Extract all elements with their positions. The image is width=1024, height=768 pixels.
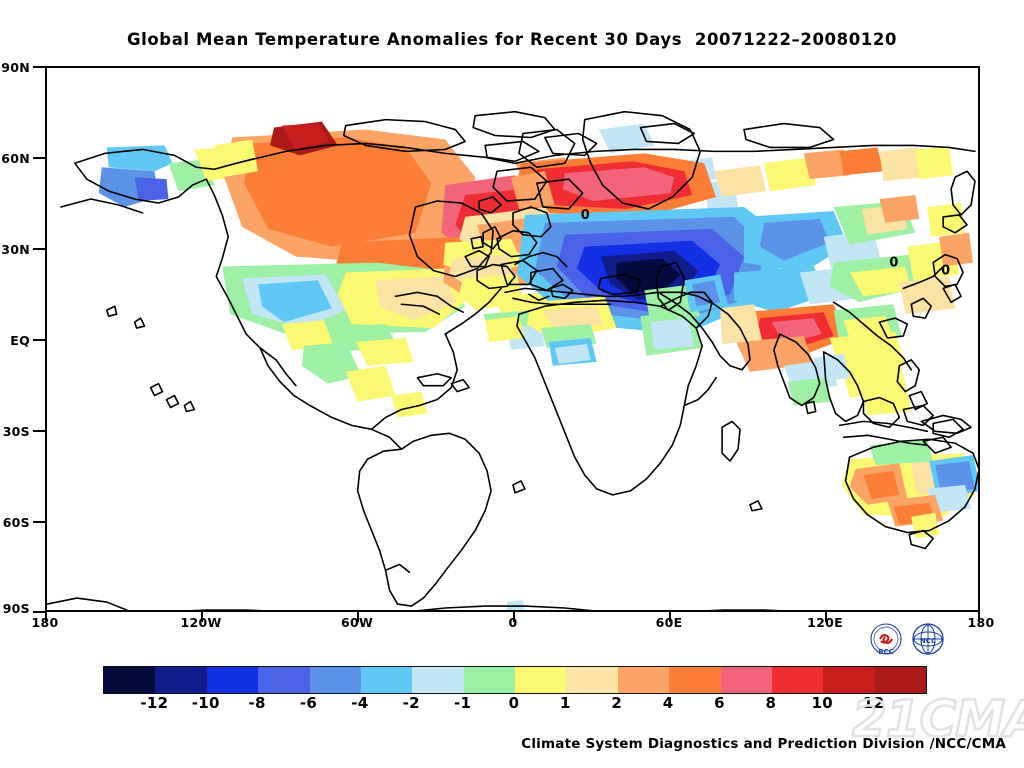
svg-text:0: 0 <box>889 256 898 271</box>
ncc-logo: NCC <box>912 623 944 655</box>
colorbar-segment-1 <box>155 667 207 693</box>
colorbar-tick-1: 1 <box>560 694 571 712</box>
shading-antarctic-speck <box>507 600 525 610</box>
world-anomaly-map: 0 0 0 <box>47 68 978 610</box>
y-tick-60n <box>33 157 45 159</box>
colorbar-segment-11 <box>669 667 721 693</box>
coastlines <box>47 110 978 610</box>
y-tick-90n <box>33 66 45 68</box>
colorbar-tick-2: 2 <box>611 694 623 712</box>
y-tick-90s <box>33 611 45 613</box>
shading-north-africa <box>485 274 729 366</box>
x-label-180e: 180 <box>967 615 995 630</box>
colorbar-segment-6 <box>412 667 464 693</box>
ncc-logo-label: NCC <box>920 637 936 645</box>
footer-credit: Climate System Diagnostics and Predictio… <box>521 736 1006 752</box>
colorbar-tick-12: 12 <box>862 694 885 712</box>
colorbar-segment-5 <box>360 667 413 693</box>
y-label-90s: 90S <box>2 601 30 616</box>
colorbar-segment-15 <box>874 667 926 693</box>
x-label-0: 0 <box>508 615 518 630</box>
colorbar-tick-0: 0 <box>508 694 520 712</box>
shading-mexico <box>301 341 428 418</box>
y-label-30n: 30N <box>1 242 30 257</box>
y-label-60s: 60S <box>2 515 30 530</box>
colorbar-segment-14 <box>823 667 875 693</box>
y-tick-60s <box>33 521 45 523</box>
colorbar-segment-2 <box>206 667 259 693</box>
y-label-eq: EQ <box>10 333 30 348</box>
colorbar-segment-12 <box>720 667 772 693</box>
shading-east-asia <box>829 195 974 315</box>
colorbar-segment-9 <box>566 667 618 693</box>
colorbar-segment-7 <box>463 667 515 693</box>
zero-contour-labels: 0 0 0 <box>581 208 950 279</box>
y-tick-30n <box>33 248 45 250</box>
bcc-logo-label: BCC <box>878 648 894 656</box>
y-label-90n: 90N <box>1 60 30 75</box>
x-tick-60e <box>669 612 671 622</box>
x-label-60e: 60E <box>655 615 683 630</box>
y-label-30s: 30S <box>2 424 30 439</box>
colorbar-segment-8 <box>515 667 567 693</box>
colorbar-segment-4 <box>309 667 361 693</box>
x-tick-0 <box>513 612 515 622</box>
svg-text:0: 0 <box>581 208 590 223</box>
colorbar-segment-10 <box>617 667 670 693</box>
x-label-120w: 120W <box>180 615 222 630</box>
colorbar-segment-13 <box>771 667 824 693</box>
map-plot-area[interactable]: 0 0 0 <box>45 66 980 612</box>
svg-text:0: 0 <box>941 263 950 278</box>
colorbar-tick-neg12: -12 <box>140 694 169 712</box>
colorbar-segment-0 <box>104 667 156 693</box>
colorbar-tick-neg4: -4 <box>351 694 369 712</box>
bcc-logo: BCC <box>870 623 902 656</box>
colorbar-tick-neg10: -10 <box>191 694 220 712</box>
y-tick-eq <box>33 339 45 341</box>
x-label-120e: 120E <box>807 615 843 630</box>
y-tick-30s <box>33 430 45 432</box>
watermark: 21CMA <box>851 690 1024 748</box>
page-title: Global Mean Temperature Anomalies for Re… <box>126 30 898 49</box>
x-label-180w: 180 <box>31 615 59 630</box>
x-tick-180w <box>45 612 47 622</box>
colorbar-tick-10: 10 <box>811 694 833 712</box>
shading-australia <box>841 439 978 539</box>
colorbar-tick-6: 6 <box>714 694 725 712</box>
colorbar-segment-3 <box>258 667 310 693</box>
x-label-60w: 60W <box>340 615 374 630</box>
x-tick-60w <box>357 612 359 622</box>
colorbar-tick-neg2: -2 <box>402 694 420 712</box>
x-tick-180e <box>978 612 980 622</box>
colorbar-tick-neg1: -1 <box>453 694 472 712</box>
colorbar-tick-8: 8 <box>765 694 777 712</box>
y-label-60n: 60N <box>1 151 30 166</box>
x-tick-120e <box>825 612 827 622</box>
colorbar[interactable] <box>103 666 927 694</box>
colorbar-tick-neg8: -8 <box>248 694 266 712</box>
colorbar-tick-4: 4 <box>662 694 674 712</box>
colorbar-tick-neg6: -6 <box>299 694 318 712</box>
x-tick-120w <box>201 612 203 622</box>
